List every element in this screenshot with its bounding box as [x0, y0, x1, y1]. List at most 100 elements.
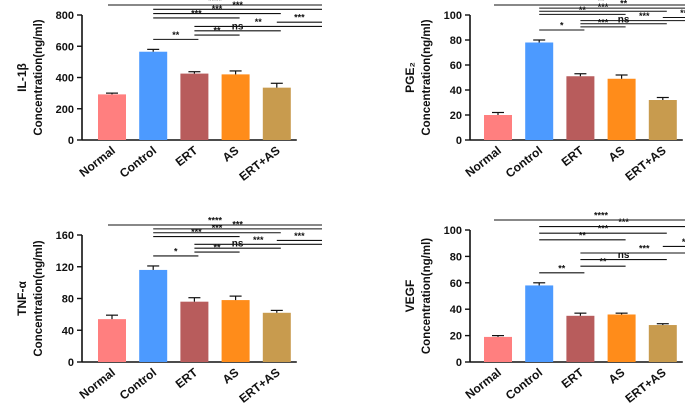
- y-axis-label-analyte: VEGF: [403, 280, 417, 313]
- significance-label: **: [213, 243, 221, 253]
- y-axis-label: Concentration(ng/ml): [33, 240, 45, 356]
- x-tick-label: ERT: [559, 143, 587, 169]
- significance-label: **: [599, 257, 607, 267]
- bar-ert-as: [262, 87, 291, 140]
- x-tick-label: Normal: [77, 365, 118, 401]
- y-tick-label: 20: [450, 110, 462, 122]
- bar-ert-as: [648, 325, 677, 362]
- significance-label: **: [255, 17, 263, 27]
- significance-label: ***: [618, 217, 629, 227]
- bar-ert: [180, 301, 209, 362]
- significance-label: **: [682, 237, 685, 247]
- x-tick-label: AS: [606, 365, 628, 386]
- pge2-chart-panel: 0 20 40 60 80 100 PGE₂ Concentration(ng/ml) Norm…: [403, 0, 685, 184]
- bar-ert: [566, 76, 595, 140]
- x-tick-label: ERT+AS: [236, 143, 282, 183]
- significance-label: ***: [598, 2, 609, 12]
- bar-ert: [566, 315, 595, 362]
- significance-label: ***: [639, 244, 650, 254]
- y-tick-label: 40: [62, 325, 74, 337]
- y-tick-label: 40: [450, 304, 462, 316]
- y-tick-label: 60: [450, 278, 462, 290]
- vegf-chart-panel: 0 20 40 60 80 100 VEGF Concentration(ng/ml) Norm…: [403, 211, 685, 406]
- significance-label: ns: [618, 250, 630, 261]
- y-tick-label: 0: [456, 135, 462, 147]
- significance-label: ***: [191, 227, 202, 237]
- x-tick-label: AS: [220, 143, 242, 164]
- x-tick-label: Normal: [463, 143, 504, 179]
- y-tick-label: 80: [450, 35, 462, 47]
- significance-label: ***: [294, 231, 305, 241]
- bar-ert: [180, 73, 209, 140]
- bar-normal: [484, 336, 512, 362]
- significance-label: ***: [598, 224, 609, 234]
- y-axis-label-analyte: TNF-α: [15, 281, 29, 316]
- x-tick-label: Control: [503, 143, 545, 180]
- x-tick-label: ERT+AS: [622, 143, 668, 183]
- significance-label: ***: [253, 235, 264, 245]
- y-tick-label: 0: [68, 135, 74, 147]
- y-tick-label: 160: [56, 230, 74, 242]
- y-axis-label: Concentration(ng/ml): [33, 19, 45, 135]
- y-tick-label: 40: [450, 85, 462, 97]
- significance-label: **: [579, 230, 587, 240]
- x-tick-label: AS: [606, 143, 628, 164]
- y-tick-label: 120: [56, 262, 74, 274]
- x-tick-label: ERT: [173, 143, 201, 169]
- significance-label: **: [597, 0, 605, 6]
- y-tick-label: 0: [456, 357, 462, 369]
- bar-as: [221, 74, 250, 140]
- tnfa-chart-panel: 0 40 80 120 160 TNF-α Concentration(ng/ml) Norm…: [15, 216, 322, 406]
- bar-normal: [98, 319, 126, 362]
- bar-ert-as: [648, 100, 677, 140]
- x-tick-label: Control: [117, 365, 159, 402]
- x-tick-label: ERT+AS: [236, 365, 282, 405]
- y-tick-label: 100: [444, 10, 462, 22]
- significance-label: **: [620, 0, 628, 9]
- y-tick-label: 20: [450, 331, 462, 343]
- significance-label: ***: [212, 223, 223, 233]
- significance-label: ****: [208, 0, 223, 6]
- significance-label: **: [172, 30, 180, 40]
- y-axis-label-analyte: IL-1β: [15, 63, 29, 92]
- y-axis-label: Concentration(ng/ml): [421, 19, 433, 135]
- y-tick-label: 100: [444, 225, 462, 237]
- significance-label: *: [174, 246, 178, 256]
- significance-label: ***: [680, 8, 685, 18]
- significance-label: ****: [594, 211, 609, 221]
- bar-control: [525, 285, 554, 362]
- y-tick-label: 800: [56, 10, 74, 22]
- bar-as: [221, 300, 250, 362]
- significance-label: ***: [598, 17, 609, 27]
- y-axis-label-analyte: PGE₂: [403, 62, 417, 93]
- significance-label: ***: [294, 13, 305, 23]
- bar-normal: [98, 94, 126, 140]
- x-tick-label: ERT+AS: [622, 365, 668, 405]
- x-tick-label: ERT: [559, 365, 587, 391]
- y-tick-label: 200: [56, 104, 74, 116]
- x-tick-label: Normal: [463, 365, 504, 401]
- bar-as: [607, 314, 636, 362]
- y-axis-label: Concentration(ng/ml): [421, 238, 433, 354]
- significance-label: ***: [232, 219, 243, 229]
- x-tick-label: Normal: [77, 143, 118, 179]
- x-tick-label: Control: [117, 143, 159, 180]
- y-tick-label: 80: [450, 251, 462, 263]
- significance-label: ****: [208, 216, 223, 226]
- significance-label: **: [579, 5, 587, 15]
- bar-control: [525, 42, 554, 140]
- significance-label: ns: [618, 14, 630, 25]
- il1b-chart-panel: 0 200 400 600 800 IL-1β Concentration(ng/ml) No…: [15, 0, 322, 184]
- bar-control: [139, 269, 168, 362]
- significance-label: ***: [639, 11, 650, 21]
- significance-label: *: [560, 21, 564, 31]
- bar-as: [607, 78, 636, 140]
- significance-label: **: [558, 263, 566, 273]
- y-tick-label: 80: [62, 294, 74, 306]
- y-tick-label: 600: [56, 41, 74, 53]
- y-tick-label: 0: [68, 357, 74, 369]
- x-tick-label: ERT: [173, 365, 201, 391]
- y-tick-label: 60: [450, 60, 462, 72]
- bar-control: [139, 51, 168, 140]
